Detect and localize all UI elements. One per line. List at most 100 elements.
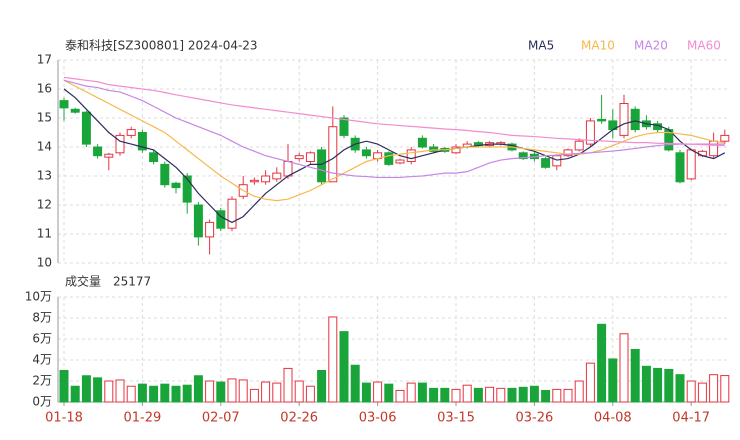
candle-body bbox=[126, 129, 136, 136]
x-tick-label: 04-17 bbox=[672, 411, 710, 426]
candle-body bbox=[115, 134, 125, 154]
volume-bar bbox=[317, 370, 327, 403]
candle-body bbox=[339, 117, 349, 136]
volume-title: 成交量 bbox=[65, 274, 101, 289]
y-tick-label: 13 bbox=[37, 169, 52, 183]
y-tick-label: 10 bbox=[37, 256, 52, 270]
volume-latest: 25177 bbox=[113, 275, 151, 289]
volume-bar bbox=[653, 367, 663, 403]
x-tick-label: 01-29 bbox=[124, 411, 162, 426]
volume-bar bbox=[686, 380, 696, 403]
ma-line bbox=[63, 79, 725, 202]
volume-bar bbox=[361, 382, 371, 403]
candle-body bbox=[59, 100, 69, 109]
candle-body bbox=[686, 149, 696, 180]
volume-bar bbox=[305, 385, 315, 403]
volume-bar bbox=[294, 380, 304, 403]
candle-body bbox=[630, 108, 640, 131]
legend-label: MA20 bbox=[634, 39, 668, 53]
ma-line bbox=[63, 79, 725, 179]
candle-body bbox=[205, 221, 215, 238]
volume-bar bbox=[171, 385, 181, 403]
candle-body bbox=[541, 158, 551, 168]
candle-body bbox=[149, 152, 159, 163]
volume-bar bbox=[473, 387, 483, 403]
volume-bar bbox=[70, 385, 80, 403]
volume-bar bbox=[328, 316, 338, 403]
candle-body bbox=[675, 152, 685, 183]
volume-bar bbox=[350, 364, 360, 403]
x-tick-label: 04-08 bbox=[594, 411, 632, 426]
candle-body bbox=[395, 159, 405, 164]
y-tick-label: 16 bbox=[37, 82, 52, 96]
candle-body bbox=[171, 182, 181, 189]
candle-body bbox=[563, 149, 573, 157]
volume-bar bbox=[193, 375, 203, 403]
candle-body bbox=[160, 163, 170, 186]
volume-bar bbox=[81, 375, 91, 403]
candle-body bbox=[328, 126, 338, 183]
candle-body bbox=[283, 161, 293, 177]
ma-line bbox=[63, 88, 726, 224]
y-tick-label: 4万 bbox=[32, 353, 52, 367]
volume-bar bbox=[283, 367, 293, 403]
candle-body bbox=[451, 146, 461, 154]
volume-bar bbox=[541, 389, 551, 403]
legend-label: MA5 bbox=[528, 39, 554, 53]
candle-body bbox=[93, 146, 103, 157]
volume-bar bbox=[406, 382, 416, 403]
legend-label: MA10 bbox=[581, 39, 615, 53]
volume-bar bbox=[395, 389, 405, 403]
volume-bar bbox=[104, 380, 114, 403]
candle-body bbox=[104, 153, 114, 158]
volume-bar bbox=[619, 333, 629, 403]
volume-bar bbox=[451, 388, 461, 403]
candle-body bbox=[70, 108, 80, 113]
candle-body bbox=[193, 204, 203, 238]
volume-bar bbox=[417, 382, 427, 403]
x-tick-label: 03-15 bbox=[437, 411, 475, 426]
volume-bar bbox=[518, 386, 528, 403]
volume-bar bbox=[641, 365, 651, 403]
volume-bar bbox=[149, 385, 159, 403]
volume-bar bbox=[216, 381, 226, 403]
volume-bar bbox=[272, 382, 282, 403]
y-tick-label: 10万 bbox=[25, 290, 52, 304]
volume-bar bbox=[462, 384, 472, 403]
volume-bar bbox=[249, 388, 259, 403]
candle-body bbox=[249, 179, 259, 183]
volume-bar bbox=[126, 385, 136, 403]
candle-body bbox=[552, 155, 562, 167]
volume-bar bbox=[529, 385, 539, 403]
candle-body bbox=[227, 198, 237, 229]
candle-body bbox=[417, 137, 427, 148]
volume-bar bbox=[160, 383, 170, 403]
volume-bar bbox=[59, 370, 69, 403]
candle-body bbox=[709, 140, 719, 157]
candle-body bbox=[720, 134, 730, 142]
volume-bar bbox=[227, 378, 237, 403]
candle-body bbox=[361, 149, 371, 157]
y-tick-label: 6万 bbox=[32, 332, 52, 346]
y-tick-label: 17 bbox=[37, 53, 52, 67]
candle-body bbox=[585, 120, 595, 145]
y-tick-label: 11 bbox=[37, 227, 52, 241]
candle-body bbox=[429, 146, 439, 152]
candle-body bbox=[574, 140, 584, 151]
x-tick-label: 03-06 bbox=[359, 411, 397, 426]
volume-bar bbox=[429, 387, 439, 403]
volume-bar bbox=[182, 384, 192, 403]
volume-bar bbox=[115, 379, 125, 403]
volume-bar bbox=[585, 362, 595, 403]
candle-body bbox=[597, 118, 607, 122]
legend-label: MA60 bbox=[687, 39, 721, 53]
candle-body bbox=[294, 155, 304, 160]
volume-bar bbox=[384, 383, 394, 403]
volume-bar bbox=[563, 388, 573, 403]
volume-bar bbox=[697, 382, 707, 403]
y-tick-label: 14 bbox=[37, 140, 52, 154]
y-tick-label: 12 bbox=[37, 198, 52, 212]
volume-bar bbox=[238, 379, 248, 403]
volume-bar bbox=[574, 380, 584, 403]
